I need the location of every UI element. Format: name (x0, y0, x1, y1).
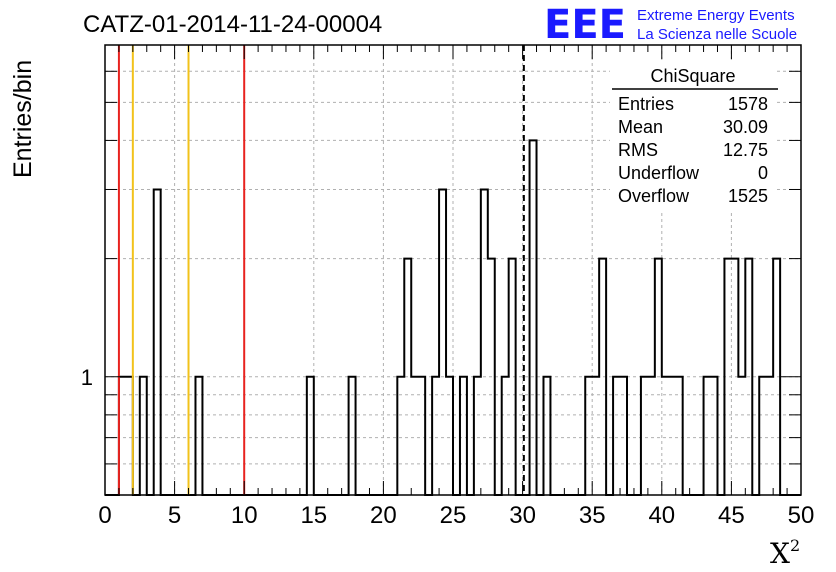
histogram-bin (641, 377, 648, 495)
stats-label: Entries (618, 94, 674, 114)
x-tick-label: 30 (509, 502, 536, 529)
histogram-bin (613, 377, 620, 495)
logo-line-2: La Scienza nelle Scuole (637, 26, 797, 43)
histogram-bin (745, 259, 752, 495)
histogram-bin (432, 377, 439, 495)
histogram-bin (397, 377, 404, 495)
x-tick-label: 45 (718, 502, 745, 529)
histogram-bin (676, 377, 683, 495)
x-tick-label: 10 (231, 502, 258, 529)
stats-box: ChiSquare Entries 1578 Mean 30.09 RMS 12… (610, 60, 778, 210)
x-tick-label: 15 (300, 502, 327, 529)
histogram-bin (738, 377, 745, 495)
stats-label: RMS (618, 140, 658, 160)
histogram-bin (711, 377, 718, 495)
histogram-bin (509, 259, 516, 495)
x-tick-label: 20 (370, 502, 397, 529)
histogram-bin (759, 377, 766, 495)
stats-label: Mean (618, 117, 663, 137)
reference-lines (117, 45, 525, 495)
histogram-bin (724, 259, 731, 495)
histogram-bin (154, 189, 161, 495)
stats-value: 30.09 (723, 117, 768, 137)
histogram-bin (773, 259, 780, 495)
histogram-bin (446, 377, 453, 495)
histogram-bin (481, 189, 488, 495)
histogram-bin (648, 377, 655, 495)
histogram-bin (599, 259, 606, 495)
histogram-bin (585, 377, 592, 495)
y-tick-label: 1 (81, 365, 93, 390)
histogram-bin (592, 377, 599, 495)
stats-value: 0 (758, 163, 768, 183)
stats-label: Underflow (618, 163, 700, 183)
histogram-bin (662, 377, 669, 495)
histogram-bin (543, 377, 550, 495)
stats-value: 1525 (728, 186, 768, 206)
eee-logo: EEE Extreme Energy Events La Scienza nel… (544, 2, 797, 48)
histogram-bin (439, 189, 446, 495)
histogram-bin (418, 377, 425, 495)
axes: 0 5 10 15 20 25 30 35 40 45 50 1 (81, 44, 815, 529)
histogram-bin (126, 377, 133, 495)
histogram-bin (140, 377, 147, 495)
x-tick-label: 35 (579, 502, 606, 529)
histogram-bin (460, 377, 467, 495)
histogram-bin (766, 377, 773, 495)
histogram-bin (655, 259, 662, 495)
stats-label: Overflow (618, 186, 690, 206)
histogram-bin (669, 377, 676, 495)
x-tick-label: 25 (440, 502, 467, 529)
histogram-bin (411, 377, 418, 495)
histogram-bin (704, 377, 711, 495)
stats-box-bg (610, 60, 775, 210)
x-axis-label: X2 (770, 536, 800, 570)
stats-title: ChiSquare (650, 66, 735, 86)
stats-value: 1578 (728, 94, 768, 114)
histogram-bin (474, 377, 481, 495)
y-axis-label: Entries/bin (9, 60, 37, 178)
x-tick-label: 5 (168, 502, 181, 529)
histogram-bin (502, 377, 509, 495)
histogram-bin (119, 377, 126, 495)
logo-line-1: Extreme Energy Events (637, 7, 795, 24)
x-tick-label: 40 (648, 502, 675, 529)
x-tick-label: 50 (788, 502, 815, 529)
eee-logo-mark: EEE (544, 2, 626, 48)
histogram-bin (307, 377, 314, 495)
histogram-bin (488, 259, 495, 495)
x-tick-label: 0 (98, 502, 111, 529)
histogram-bin (530, 140, 537, 495)
histogram-bin (404, 259, 411, 495)
histogram-bin (349, 377, 356, 495)
histogram-bin (195, 377, 202, 495)
histogram-bin (620, 377, 627, 495)
stats-value: 12.75 (723, 140, 768, 160)
chart-title: CATZ-01-2014-11-24-00004 (83, 11, 382, 38)
histogram-bin (731, 259, 738, 495)
